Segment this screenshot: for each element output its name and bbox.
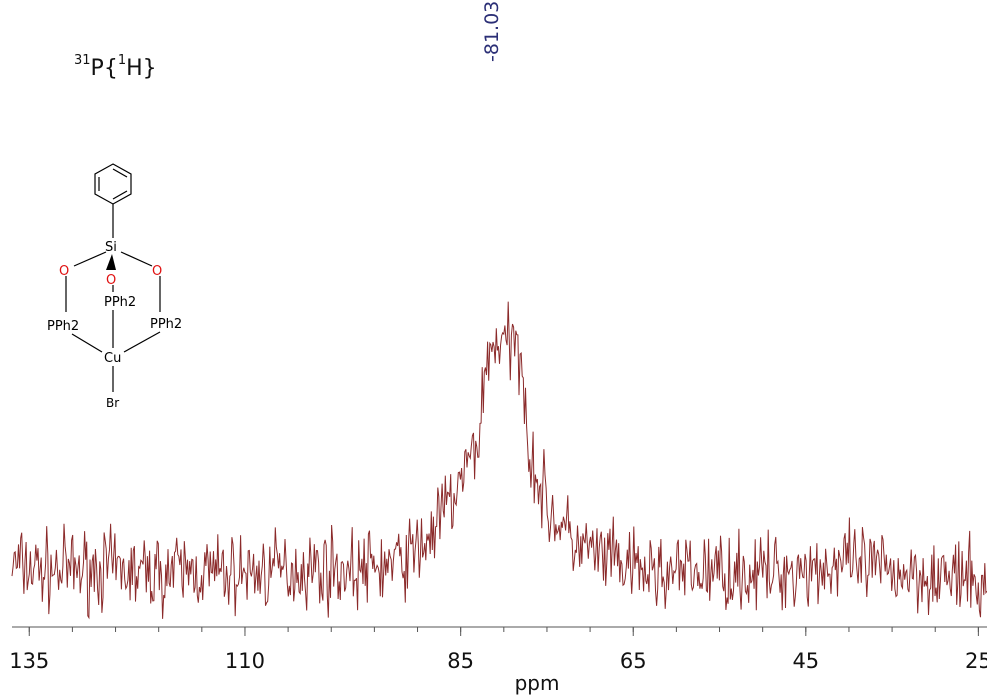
x-tick-label: 45 bbox=[792, 649, 819, 673]
x-tick-label: 135 bbox=[9, 649, 49, 673]
x-tick-label: 65 bbox=[620, 649, 647, 673]
nucleus-mass-31: 31 bbox=[74, 53, 91, 68]
nucleus-mass-1: 1 bbox=[117, 53, 127, 68]
x-tick-label: 110 bbox=[225, 649, 265, 673]
x-tick-label: 25 bbox=[965, 649, 987, 673]
nucleus-label: 31P{1H} bbox=[74, 53, 157, 81]
x-axis-label: ppm bbox=[515, 671, 560, 695]
spectrum-trace bbox=[11, 301, 987, 620]
nucleus-element-h: H bbox=[126, 56, 143, 81]
x-tick-label: 85 bbox=[447, 649, 474, 673]
nucleus-element-p: P bbox=[90, 56, 104, 81]
